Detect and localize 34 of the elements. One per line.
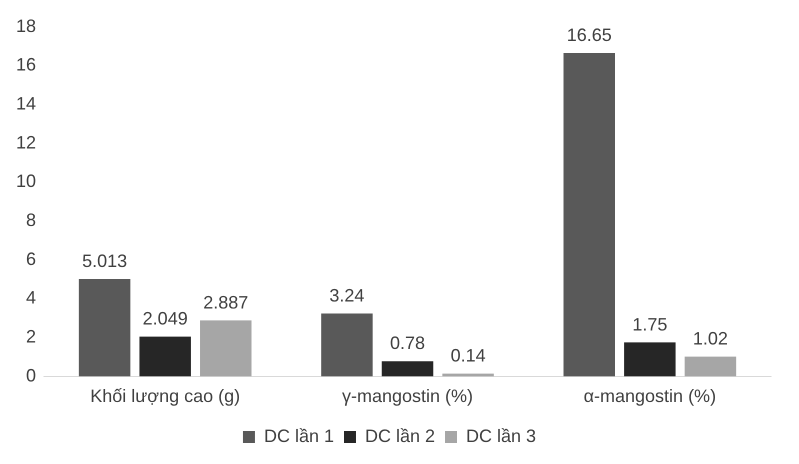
- data-label: 3.24: [329, 285, 364, 306]
- bar: [442, 374, 494, 376]
- data-label: 0.78: [390, 333, 426, 354]
- y-tick-label: 10: [16, 171, 36, 192]
- bar: [139, 336, 191, 376]
- y-tick-label: 12: [16, 132, 36, 152]
- y-tick-label: 4: [26, 288, 36, 308]
- bar: [78, 279, 130, 376]
- data-label: 1.02: [692, 328, 728, 349]
- legend-label: DC lần 1: [264, 426, 334, 446]
- bar: [200, 320, 252, 376]
- x-tick-label: α-mangostin (%): [584, 386, 716, 406]
- y-tick-label: 6: [26, 248, 36, 269]
- data-label: 0.14: [450, 346, 486, 366]
- bar: [624, 342, 676, 376]
- x-tick-label: γ-mangostin (%): [342, 386, 474, 406]
- legend-label: DC lần 2: [364, 426, 436, 446]
- y-tick-label: 16: [16, 54, 36, 75]
- data-label: 1.75: [632, 314, 668, 334]
- y-tick-label: 0: [26, 365, 36, 386]
- x-tick-label: Khối lượng cao (g): [90, 386, 240, 406]
- data-label: 5.013: [82, 251, 128, 272]
- data-label: 2.887: [203, 292, 248, 312]
- y-tick-label: 14: [16, 93, 36, 114]
- y-tick-label: 18: [16, 16, 36, 36]
- data-label: 2.049: [142, 308, 188, 329]
- bar: [321, 313, 373, 376]
- bar: [382, 361, 434, 376]
- data-label: 16.65: [566, 24, 612, 45]
- bar: [564, 53, 616, 376]
- y-tick-label: 8: [26, 210, 36, 230]
- legend-label: DC lần 3: [466, 426, 536, 446]
- y-tick-label: 2: [26, 326, 36, 347]
- bar: [684, 356, 736, 376]
